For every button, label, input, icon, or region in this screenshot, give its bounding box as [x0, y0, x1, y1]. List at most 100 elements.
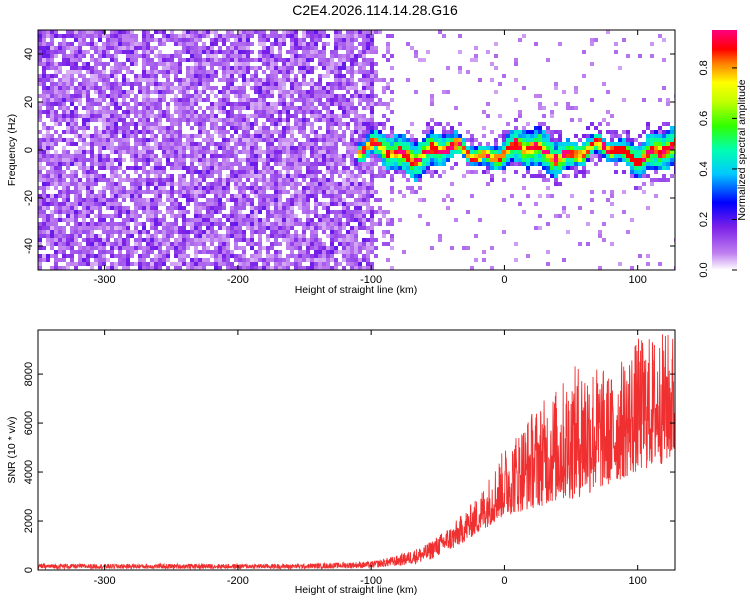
heatmap-cell	[118, 138, 122, 142]
heatmap-cell	[190, 118, 194, 122]
heatmap-cell	[218, 222, 222, 226]
heatmap-cell	[62, 198, 66, 202]
heatmap-cell	[182, 110, 186, 114]
heatmap-cell	[582, 166, 586, 170]
heatmap-cell	[266, 266, 270, 270]
heatmap-cell	[122, 126, 126, 130]
heatmap-cell	[102, 94, 106, 98]
heatmap-cell	[582, 162, 586, 166]
heatmap-cell	[354, 158, 358, 162]
heatmap-cell	[42, 86, 46, 90]
heatmap-cell	[326, 130, 330, 134]
heatmap-cell	[98, 258, 102, 262]
heatmap-cell	[194, 154, 198, 158]
heatmap-cell	[390, 98, 394, 102]
heatmap-cell	[482, 134, 486, 138]
heatmap-cell	[362, 94, 366, 98]
heatmap-cell	[98, 206, 102, 210]
heatmap-cell	[482, 150, 486, 154]
heatmap-cell	[174, 242, 178, 246]
heatmap-cell	[54, 182, 58, 186]
heatmap-cell	[350, 46, 354, 50]
heatmap-cell	[234, 214, 238, 218]
heatmap-cell	[286, 34, 290, 38]
heatmap-cell	[354, 142, 358, 146]
heatmap-cell	[422, 142, 426, 146]
heatmap-cell	[134, 190, 138, 194]
heatmap-cell	[322, 34, 326, 38]
heatmap-cell	[198, 38, 202, 42]
heatmap-cell	[546, 138, 550, 142]
heatmap-cell	[638, 154, 642, 158]
heatmap-cell	[530, 146, 534, 150]
heatmap-cell	[278, 146, 282, 150]
heatmap-cell	[266, 202, 270, 206]
heatmap-cell	[366, 102, 370, 106]
heatmap-cell	[150, 262, 154, 266]
heatmap-cell	[258, 226, 262, 230]
heatmap-cell	[166, 206, 170, 210]
heatmap-cell	[70, 202, 74, 206]
heatmap-cell	[90, 206, 94, 210]
heatmap-cell	[134, 126, 138, 130]
heatmap-cell	[190, 110, 194, 114]
heatmap-cell	[142, 246, 146, 250]
heatmap-cell	[458, 70, 462, 74]
heatmap-cell	[250, 114, 254, 118]
heatmap-cell	[354, 198, 358, 202]
heatmap-cell	[42, 66, 46, 70]
heatmap-cell	[254, 250, 258, 254]
heatmap-cell	[350, 182, 354, 186]
heatmap-cell	[222, 58, 226, 62]
heatmap-cell	[70, 118, 74, 122]
heatmap-cell	[274, 266, 278, 270]
heatmap-cell	[290, 254, 294, 258]
heatmap-cell	[158, 146, 162, 150]
heatmap-cell	[238, 94, 242, 98]
heatmap-cell	[246, 170, 250, 174]
heatmap-cell	[358, 186, 362, 190]
heatmap-cell	[266, 126, 270, 130]
heatmap-cell	[346, 150, 350, 154]
heatmap-cell	[46, 62, 50, 66]
heatmap-cell	[226, 86, 230, 90]
heatmap-cell	[166, 70, 170, 74]
heatmap-cell	[90, 170, 94, 174]
heatmap-cell	[98, 222, 102, 226]
heatmap-cell	[110, 166, 114, 170]
heatmap-cell	[394, 142, 398, 146]
heatmap-cell	[294, 114, 298, 118]
heatmap-cell	[214, 70, 218, 74]
heatmap-cell	[306, 266, 310, 270]
heatmap-cell	[254, 70, 258, 74]
heatmap-cell	[82, 78, 86, 82]
heatmap-cell	[334, 182, 338, 186]
heatmap-cell	[302, 134, 306, 138]
heatmap-cell	[182, 154, 186, 158]
heatmap-cell	[518, 150, 522, 154]
heatmap-cell	[118, 190, 122, 194]
heatmap-cell	[574, 146, 578, 150]
heatmap-cell	[258, 242, 262, 246]
heatmap-cell	[526, 138, 530, 142]
heatmap-cell	[226, 50, 230, 54]
heatmap-cell	[286, 182, 290, 186]
heatmap-cell	[326, 134, 330, 138]
heatmap-cell	[114, 166, 118, 170]
heatmap-cell	[174, 118, 178, 122]
heatmap-cell	[238, 106, 242, 110]
heatmap-cell	[182, 30, 186, 34]
heatmap-cell	[222, 226, 226, 230]
heatmap-cell	[538, 126, 542, 130]
heatmap-cell	[198, 82, 202, 86]
heatmap-cell	[290, 250, 294, 254]
heatmap-cell	[166, 266, 170, 270]
heatmap-cell	[646, 254, 650, 258]
heatmap-cell	[334, 30, 338, 34]
heatmap-cell	[646, 166, 650, 170]
heatmap-cell	[322, 106, 326, 110]
heatmap-cell	[526, 194, 530, 198]
heatmap-cell	[282, 262, 286, 266]
heatmap-cell	[598, 142, 602, 146]
heatmap-cell	[210, 46, 214, 50]
